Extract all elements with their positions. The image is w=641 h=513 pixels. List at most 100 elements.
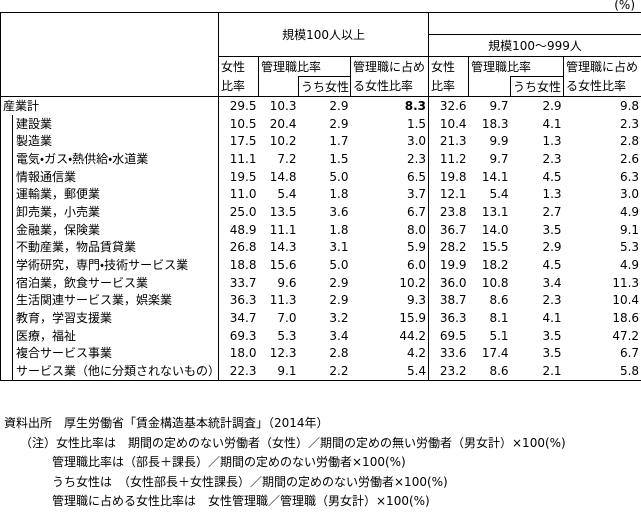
value-cell: 2.8 <box>619 134 640 149</box>
value-cell: 5.8 <box>619 364 640 379</box>
row-label: 生活関連サービス業，娯楽業 <box>12 291 219 310</box>
value-cell: 36.0 <box>428 273 469 292</box>
value-cell: 13.5 <box>269 204 297 219</box>
row-label: 建設業 <box>12 114 219 133</box>
value-cell: 6.3 <box>619 169 640 184</box>
table-row: 建設業 10.5 20.4 2.9 1.5 10.4 18.3 4.1 2.3 <box>1 114 641 133</box>
value-cell: 15.9 <box>399 311 427 326</box>
value-cell: 10.2 <box>399 275 427 290</box>
table-row: 学術研究，専門・技術サービス業 18.8 15.6 5.0 6.0 19.9 18.2 4.5… <box>1 256 641 274</box>
indent-cell <box>1 345 13 363</box>
column-header: 女性 <box>218 56 259 77</box>
value-cell: 17.4 <box>481 346 509 361</box>
value-cell: 1.3 <box>542 187 562 202</box>
value-cell: 14.0 <box>481 222 509 237</box>
row-label: 産業計 <box>3 98 40 113</box>
value-cell: 8.0 <box>406 222 427 237</box>
value-cell: 2.9 <box>542 98 562 113</box>
value-cell: 14.1 <box>481 169 509 184</box>
value-cell: 2.9 <box>329 275 349 290</box>
value-cell: 17.5 <box>218 132 259 151</box>
value-cell: 18.6 <box>612 311 640 326</box>
value-cell: 9.1 <box>277 364 297 379</box>
value-cell: 38.7 <box>428 291 469 310</box>
note-line: 管理職に占める女性比率は 女性管理職／管理職（男女計）×100(%) <box>52 494 430 508</box>
value-cell: 5.9 <box>406 240 427 255</box>
row-label: 不動産業，物品賃貸業 <box>12 238 219 257</box>
note-line: 管理職比率は（部長＋課長）／期間の定めのない労働者×100(%) <box>52 455 406 469</box>
value-cell: 14.8 <box>269 169 297 184</box>
value-cell: 10.2 <box>269 134 297 149</box>
indent-cell <box>1 132 13 150</box>
row-label: 医療，福祉 <box>12 326 219 345</box>
value-cell: 34.7 <box>218 309 259 327</box>
value-cell: 26.8 <box>218 238 259 257</box>
value-cell: 2.1 <box>542 364 562 379</box>
note-line: （注）女性比率は 期間の定めのない労働者（女性）／期間の定めの無い労働者（男女計… <box>20 435 566 450</box>
column-header: る女性比率 <box>563 76 641 97</box>
value-cell: 14.3 <box>269 240 297 255</box>
table-row: 不動産業，物品賃貸業 26.8 14.3 3.1 5.9 28.2 15.5 2.9 5.3 <box>1 238 641 257</box>
indent-cell <box>1 274 13 292</box>
value-cell: 4.2 <box>406 346 427 361</box>
value-cell: 19.9 <box>428 256 469 274</box>
row-label: 運輸業，郵便業 <box>12 185 219 204</box>
value-cell: 3.0 <box>406 134 427 149</box>
value-cell: 69.5 <box>428 326 469 345</box>
value-cell: 18.8 <box>218 256 259 274</box>
value-cell: 29.5 <box>218 96 259 115</box>
value-cell: 15.6 <box>269 258 297 273</box>
value-cell: 33.6 <box>428 344 469 363</box>
group-header: 規模100～999人 <box>428 34 641 57</box>
blank-cell <box>429 13 641 35</box>
column-header: 女性 <box>428 56 469 77</box>
value-cell: 11.1 <box>218 150 259 168</box>
unit: (%) <box>614 0 635 12</box>
row-label: 学術研究，専門・技術サービス業 <box>12 256 219 274</box>
value-cell: 2.9 <box>329 116 349 131</box>
value-cell: 3.5 <box>542 222 562 237</box>
column-header: うち女性 <box>298 76 351 97</box>
value-cell: 2.9 <box>542 240 562 255</box>
value-cell: 2.8 <box>329 346 349 361</box>
value-cell: 3.6 <box>329 204 349 219</box>
value-cell: 1.3 <box>542 134 562 149</box>
table-row: 金融業，保険業 48.9 11.1 1.8 8.0 36.7 14.0 3.5 9.1 <box>1 220 641 239</box>
value-cell: 4.1 <box>542 311 562 326</box>
row-label: 複合サービス事業 <box>12 344 219 363</box>
row-label: 製造業 <box>12 132 219 151</box>
value-cell: 5.4 <box>489 187 509 202</box>
value-cell: 23.2 <box>428 362 469 381</box>
value-cell: 8.6 <box>489 293 509 308</box>
table-row: 宿泊業，飲食サービス業 33.7 9.6 2.9 10.2 36.0 10.8 3.4 11.3 <box>1 273 641 292</box>
value-cell: 11.1 <box>269 222 297 237</box>
value-cell: 19.5 <box>218 167 259 186</box>
value-cell: 9.1 <box>619 222 640 237</box>
value-cell: 9.9 <box>489 134 509 149</box>
data-table: 規模100人以上 規模100～999人 女性 管理職比率 管理職に占め 女性 管… <box>0 12 641 381</box>
value-cell: 9.3 <box>406 293 427 308</box>
table-row: 卸売業，小売業 25.0 13.5 3.6 6.7 23.8 13.1 2.7 4.9 <box>1 203 641 221</box>
blank-cell <box>468 76 511 97</box>
value-cell: 47.2 <box>612 328 640 343</box>
value-cell: 28.2 <box>428 238 469 257</box>
value-cell: 3.1 <box>329 240 349 255</box>
column-header: 比率 <box>218 76 259 97</box>
row-label: 卸売業，小売業 <box>12 203 219 221</box>
table-row: 製造業 17.5 10.2 1.7 3.0 21.3 9.9 1.3 2.8 <box>1 132 641 151</box>
value-cell: 10.8 <box>481 275 509 290</box>
indent-cell <box>1 292 13 310</box>
note-line: うち女性は （女性部長＋女性課長）／期間の定めのない労働者×100(%) <box>52 474 448 489</box>
indent-cell <box>1 115 13 133</box>
notes: 資料出所 厚生労働省「賃金構造基本統計調査」（2014年） （注）女性比率は 期… <box>0 414 641 512</box>
value-cell: 36.3 <box>218 291 259 310</box>
value-cell: 18.2 <box>481 258 509 273</box>
column-header: 比率 <box>428 76 469 97</box>
value-cell: 9.7 <box>489 98 509 113</box>
source-note: 資料出所 厚生労働省「賃金構造基本統計調査」（2014年） <box>4 416 329 430</box>
corner-cell <box>0 12 219 97</box>
indent-cell <box>1 327 13 345</box>
value-cell: 1.5 <box>406 116 427 131</box>
value-cell: 3.2 <box>329 311 349 326</box>
